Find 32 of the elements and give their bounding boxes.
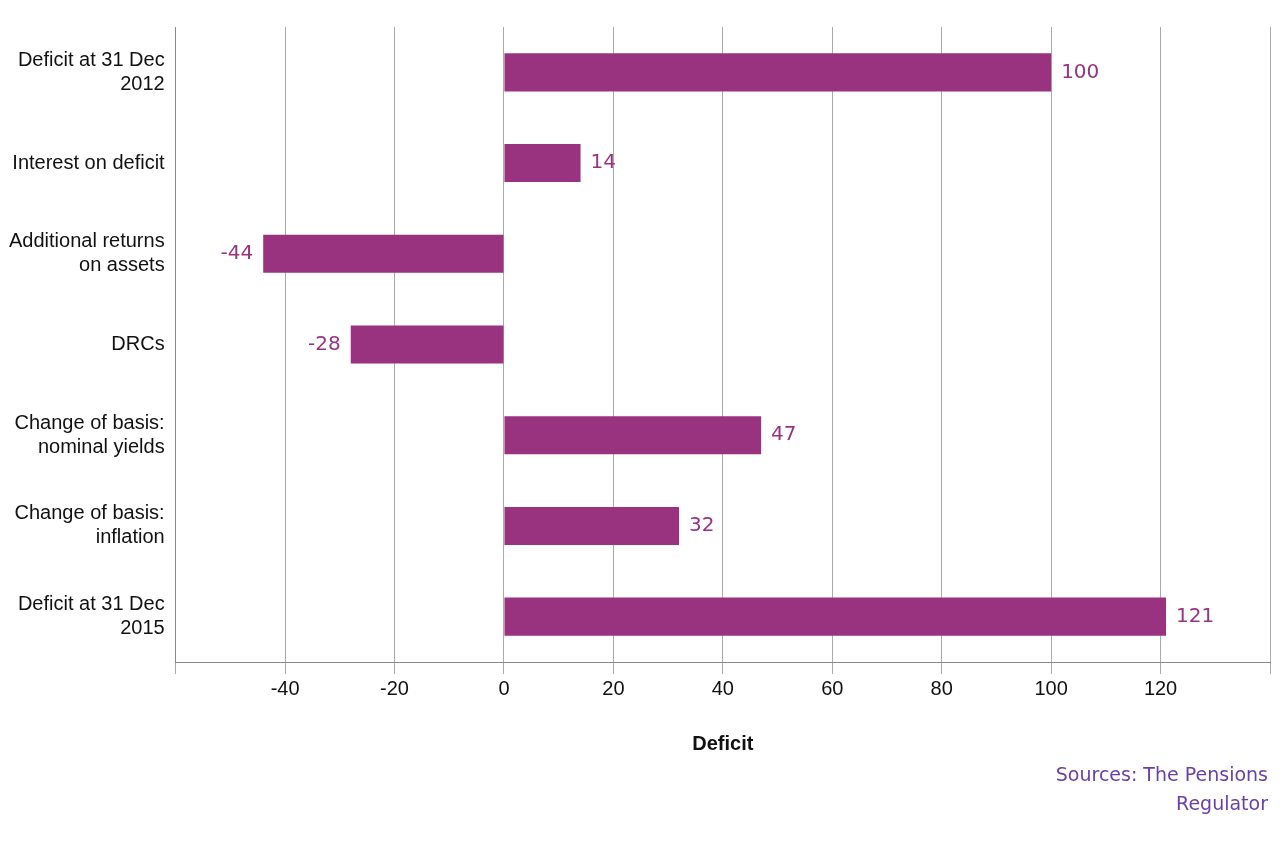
y-tick-label: Change of basis: nominal yields [14,410,165,457]
data-label: 121 [1176,602,1215,627]
bar [350,325,504,364]
y-tick-label: Deficit at 31 Dec 2015 [17,592,165,639]
data-label: 100 [1061,58,1100,83]
x-tick-label: -20 [380,676,409,699]
x-tick-label: 60 [821,676,844,699]
y-tick-label: DRCs [111,332,165,355]
y-tick-label: Deficit at 31 Dec 2012 [17,47,165,94]
x-tick-label: 0 [498,676,510,699]
x-axis-title: Deficit [692,731,754,754]
bar [504,597,1167,636]
data-label: 14 [590,149,617,174]
bar [504,506,680,545]
bar [504,144,581,183]
y-tick-label: Change of basis: inflation [14,501,165,548]
data-label: -44 [220,239,254,264]
x-tick-label: 80 [930,676,953,699]
x-tick-label: 40 [711,676,734,699]
bar [504,416,762,455]
source-note: Sources: The Pensions Regulator [1054,762,1268,816]
y-tick-label: Additional returns on assets [8,229,165,276]
data-label: 32 [689,512,715,537]
bar [504,53,1052,92]
x-tick-label: 100 [1034,676,1068,699]
bar [263,234,504,273]
x-tick-label: 120 [1143,676,1178,699]
data-label: 47 [771,421,797,446]
data-label: -28 [308,330,341,355]
x-tick-label: -40 [270,676,300,699]
y-tick-label: Interest on deficit [12,150,166,173]
x-tick-label: 20 [602,676,625,699]
